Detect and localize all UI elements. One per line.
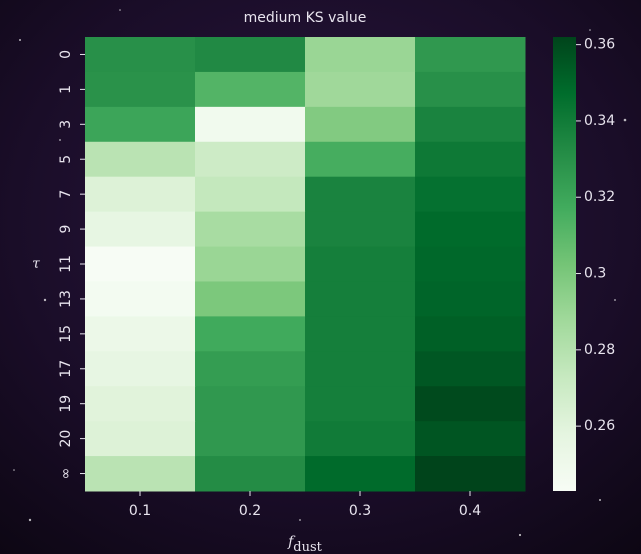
heatmap-cell [195, 176, 306, 213]
y-tick-label: 17 [58, 360, 74, 378]
heatmap-cell [85, 71, 196, 108]
heatmap-cell [415, 281, 526, 317]
heatmap-cell [195, 281, 306, 317]
y-tick-label: 11 [58, 255, 74, 273]
heatmap-cell [415, 456, 526, 492]
y-axis-label: τ [32, 256, 40, 272]
colorbar-tick-label: 0.36 [584, 37, 615, 53]
heatmap-cell [305, 456, 416, 492]
x-label-sub: dust [293, 540, 322, 554]
colorbar-tick-label: 0.26 [584, 418, 615, 434]
heatmap-cell [85, 37, 196, 73]
y-tick-label: 9 [58, 225, 74, 234]
y-tick-label: 13 [58, 290, 74, 308]
colorbar-tick-label: 0.28 [584, 342, 615, 358]
heatmap-cell [415, 106, 526, 143]
heatmap-cell [305, 316, 416, 352]
heatmap-cell [305, 351, 416, 387]
y-tick-label: 15 [58, 325, 74, 343]
heatmap-cell [195, 211, 306, 248]
heatmap-cell [415, 176, 526, 213]
heatmap-cell [195, 37, 306, 73]
heatmap-cell [415, 386, 526, 422]
heatmap-cell [305, 106, 416, 143]
colorbar-tick-label: 0.3 [584, 266, 606, 282]
heatmap-cell [415, 316, 526, 352]
x-tick-label: 0.4 [459, 503, 481, 519]
heatmap-cell [305, 211, 416, 248]
heatmap-cell [415, 141, 526, 178]
heatmap-cell [195, 141, 306, 178]
heatmap-cell [305, 421, 416, 457]
heatmap-cell [195, 421, 306, 457]
heatmap-cell [415, 37, 526, 73]
heatmap-cell [415, 351, 526, 387]
colorbar-tick-label: 0.32 [584, 189, 615, 205]
heatmap-cell [85, 246, 196, 282]
x-tick-label: 0.1 [129, 503, 151, 519]
heatmap-cell [305, 71, 416, 108]
heatmap-cell [195, 316, 306, 352]
y-tick-label: 19 [58, 395, 74, 413]
heatmap-cell [415, 211, 526, 248]
heatmap-cell [85, 281, 196, 317]
heatmap-cell [85, 141, 196, 178]
heatmap-cell [195, 106, 306, 143]
heatmap-cell [85, 211, 196, 248]
heatmap-cell [85, 386, 196, 422]
y-tick-label: 3 [58, 120, 74, 129]
heatmap-cell [85, 176, 196, 213]
heatmap-cell [85, 421, 196, 457]
colorbar [553, 37, 576, 491]
y-tick-label: 20 [58, 430, 74, 448]
heatmap-cell [305, 246, 416, 282]
colorbar-tick-label: 0.34 [584, 113, 615, 129]
y-tick-label: ∞ [58, 468, 74, 480]
heatmap-cell [305, 37, 416, 73]
heatmap-cell [195, 456, 306, 492]
heatmap-cell [415, 71, 526, 108]
x-tick-label: 0.2 [239, 503, 261, 519]
x-label-main: f [287, 534, 296, 550]
heatmap-cell [305, 281, 416, 317]
y-tick-label: 0 [58, 50, 74, 59]
heatmap-cell [195, 386, 306, 422]
heatmap-cell [415, 421, 526, 457]
heatmap-cell [85, 456, 196, 492]
heatmap-cell [85, 106, 196, 143]
x-axis-label: fdust [287, 534, 323, 554]
heatmap-cell [85, 316, 196, 352]
y-tick-label: 1 [58, 85, 74, 94]
heatmap-cell [195, 71, 306, 108]
stars [13, 9, 627, 537]
heatmap-cell [305, 176, 416, 213]
chart-title: medium KS value [244, 10, 367, 26]
y-tick-label: 5 [58, 155, 74, 164]
heatmap-cell [195, 351, 306, 387]
heatmap-cell [305, 386, 416, 422]
heatmap-cell [85, 351, 196, 387]
heatmap-cell [195, 246, 306, 282]
x-tick-label: 0.3 [349, 503, 371, 519]
heatmap-cell [305, 141, 416, 178]
heatmap-cell [415, 246, 526, 282]
y-tick-label: 7 [58, 190, 74, 199]
